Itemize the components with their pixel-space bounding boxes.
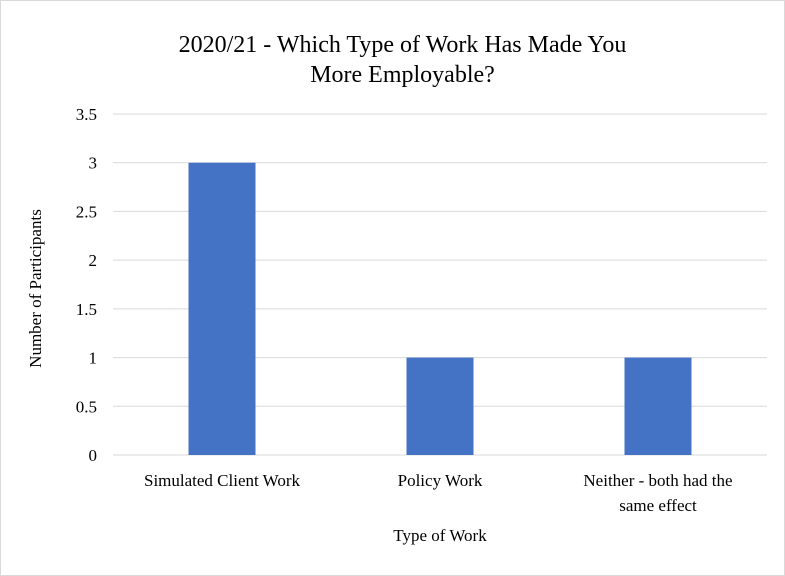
y-tick-label: 2 — [89, 251, 98, 270]
y-tick-label: 1.5 — [76, 300, 97, 319]
x-tick-label: Neither - both had the — [583, 471, 732, 490]
y-tick-label: 0 — [89, 446, 98, 465]
y-tick-label: 1 — [89, 349, 98, 368]
bar — [188, 162, 256, 455]
y-tick-label: 3 — [89, 154, 98, 173]
x-tick-label: Simulated Client Work — [144, 471, 301, 490]
y-tick-label: 3.5 — [76, 105, 97, 124]
x-tick-label: same effect — [619, 496, 697, 515]
y-axis-title: Number of Participants — [26, 209, 45, 368]
bar — [406, 357, 474, 455]
y-tick-label: 0.5 — [76, 397, 97, 416]
x-axis-title: Type of Work — [393, 526, 487, 545]
chart-title: 2020/21 - Which Type of Work Has Made Yo… — [178, 32, 627, 88]
x-tick-label: Policy Work — [398, 471, 483, 490]
y-tick-label: 2.5 — [76, 202, 97, 221]
bar — [624, 357, 692, 455]
